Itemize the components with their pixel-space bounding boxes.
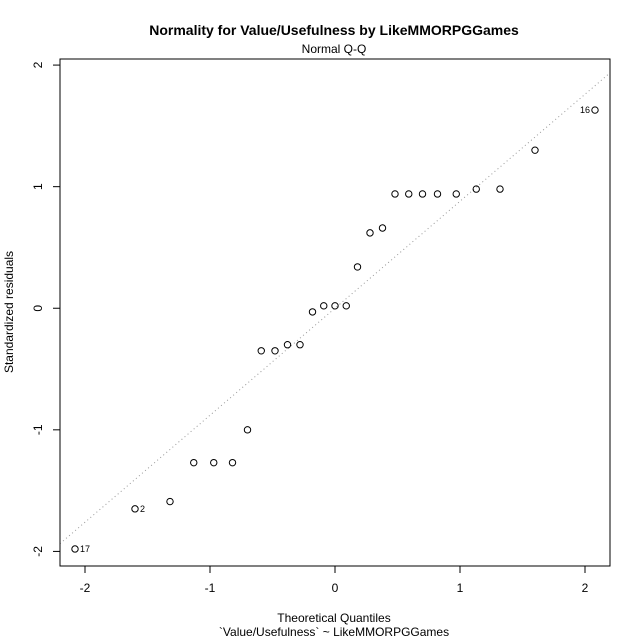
- y-axis: -2 -1 0 1 2: [31, 61, 60, 557]
- x-axis: -2 -1 0 1 2: [80, 566, 589, 595]
- data-point: [243, 426, 252, 434]
- y-tick-label: 0: [31, 305, 45, 312]
- data-point: [391, 190, 399, 198]
- chart-subtitle: Normal Q-Q: [302, 42, 367, 56]
- x-axis-label: Theoretical Quantiles: [277, 611, 390, 625]
- data-point: [296, 341, 304, 349]
- data-point: [320, 302, 328, 310]
- y-tick-label: 2: [31, 61, 45, 68]
- data-point: [71, 545, 79, 553]
- x-tick-label: 2: [582, 581, 589, 595]
- x-axis-sublabel: `Value/Usefulness` ~ LikeMMORPGGames: [219, 625, 449, 639]
- data-point: [496, 185, 504, 193]
- chart-title: Normality for Value/Usefulness by LikeMM…: [149, 22, 519, 38]
- data-point: [418, 190, 427, 198]
- x-tick-label: -1: [205, 581, 216, 595]
- data-point: [331, 302, 339, 310]
- data-point: [353, 263, 362, 271]
- y-tick-label: -2: [31, 546, 45, 557]
- data-point: [433, 190, 442, 198]
- y-axis-label: Standardized residuals: [2, 251, 16, 373]
- data-point: [283, 341, 292, 349]
- data-point: [342, 302, 350, 310]
- plot-frame: [59, 58, 611, 567]
- data-point: [210, 458, 218, 467]
- x-tick-label: 1: [457, 581, 464, 595]
- data-point: [308, 308, 317, 316]
- data-point: [257, 347, 265, 355]
- data-point: [531, 146, 539, 154]
- x-tick-label: -2: [80, 581, 91, 595]
- y-tick-label: 1: [31, 183, 45, 190]
- data-point: [472, 185, 480, 193]
- data-point: [131, 505, 139, 513]
- point-label: 2: [140, 504, 145, 514]
- data-point: [378, 224, 387, 232]
- point-label: 17: [80, 544, 90, 554]
- data-point: [591, 106, 599, 114]
- point-label: 16: [580, 105, 590, 115]
- points-layer: 17 2 16: [71, 105, 599, 554]
- data-point: [366, 229, 374, 237]
- data-point: [271, 347, 279, 355]
- data-point: [166, 497, 174, 506]
- x-tick-label: 0: [332, 581, 339, 595]
- data-point: [228, 458, 237, 467]
- data-point: [190, 458, 198, 467]
- data-point: [452, 190, 460, 198]
- qq-reference-line: [60, 72, 610, 545]
- data-point: [405, 190, 413, 198]
- y-tick-label: -1: [31, 424, 45, 435]
